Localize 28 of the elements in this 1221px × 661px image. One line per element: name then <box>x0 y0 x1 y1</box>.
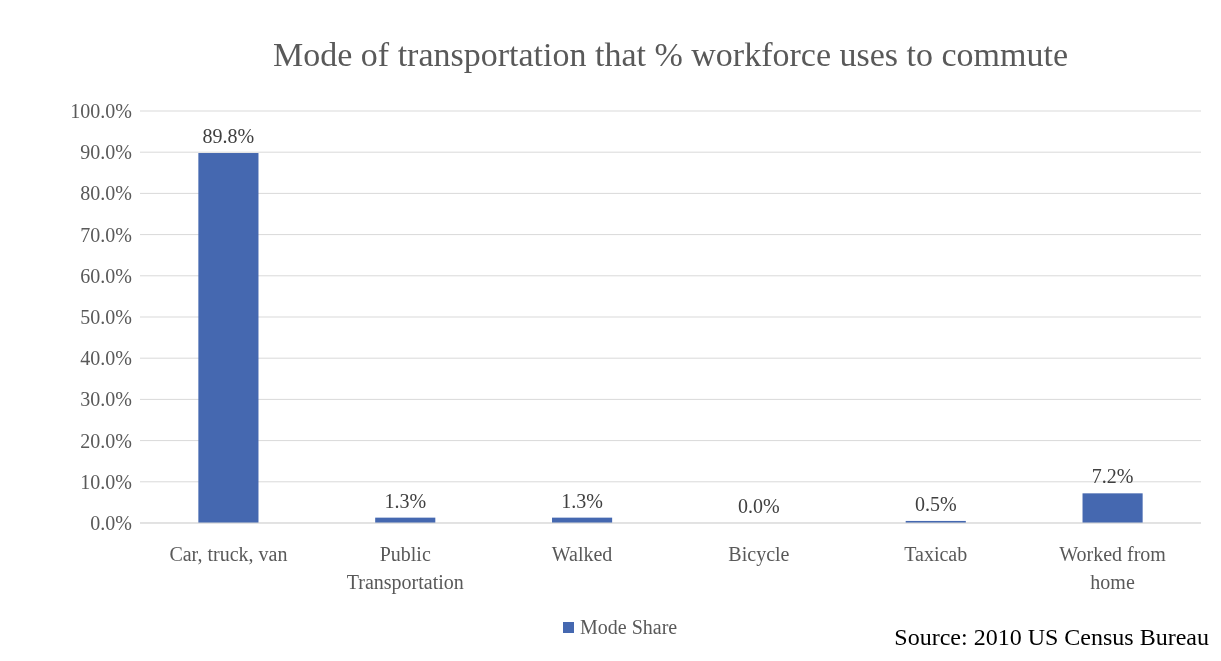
y-tick-label: 60.0% <box>80 264 132 287</box>
y-tick-label: 30.0% <box>80 388 132 411</box>
y-tick-label: 80.0% <box>80 182 132 205</box>
data-label: 0.0% <box>738 495 780 517</box>
y-tick-label: 10.0% <box>80 470 132 493</box>
x-tick-label: Car, truck, van <box>169 543 288 565</box>
data-label: 1.3% <box>561 489 603 512</box>
bar <box>198 153 259 523</box>
x-tick-label: Public Transportation <box>346 543 464 594</box>
data-label: 0.5% <box>914 492 957 515</box>
y-tick-label: 100.0% <box>70 100 132 122</box>
y-tick-label: 40.0% <box>80 347 132 370</box>
x-tick-label: Walked <box>551 543 613 565</box>
y-tick-label: 90.0% <box>80 141 132 164</box>
y-tick-label: 20.0% <box>80 429 132 452</box>
legend-label: Mode Share <box>580 616 678 638</box>
x-tick-label: Taxicab <box>904 543 968 565</box>
data-label: 89.8% <box>202 125 255 148</box>
y-tick-label: 0.0% <box>90 512 132 534</box>
data-label: 7.2% <box>1091 465 1134 488</box>
x-tick-label: Bicycle <box>728 543 790 566</box>
bar <box>1082 493 1143 523</box>
source-note: Source: 2010 US Census Bureau <box>894 624 1209 650</box>
x-tick-label: Worked from home <box>1059 543 1167 593</box>
y-tick-label: 70.0% <box>80 223 132 246</box>
chart-title: Mode of transportation that % workforce uses to commute <box>272 36 1069 73</box>
y-tick-label: 50.0% <box>80 306 132 328</box>
data-label: 1.3% <box>384 489 427 512</box>
